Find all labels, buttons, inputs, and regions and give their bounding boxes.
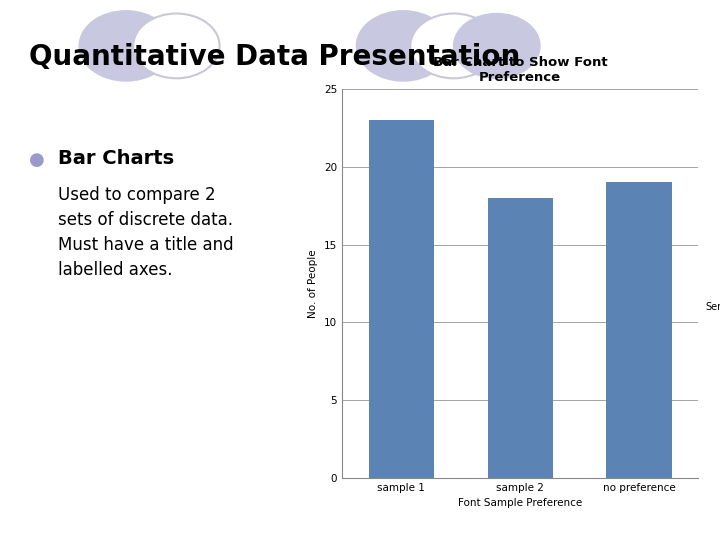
Text: ●: ● bbox=[29, 151, 45, 169]
Text: Quantitative Data Presentation: Quantitative Data Presentation bbox=[29, 43, 520, 71]
Bar bbox=[606, 183, 672, 478]
Bar bbox=[369, 120, 434, 478]
Text: Bar Charts: Bar Charts bbox=[58, 148, 174, 167]
Bar bbox=[487, 198, 553, 478]
Y-axis label: No. of People: No. of People bbox=[308, 249, 318, 318]
X-axis label: Font Sample Preference: Font Sample Preference bbox=[458, 498, 582, 508]
Text: Series1: Series1 bbox=[706, 302, 720, 312]
Title: Bar Chart to Show Font
Preference: Bar Chart to Show Font Preference bbox=[433, 56, 608, 84]
Text: Used to compare 2
sets of discrete data.
Must have a title and
labelled axes.: Used to compare 2 sets of discrete data.… bbox=[58, 186, 233, 279]
